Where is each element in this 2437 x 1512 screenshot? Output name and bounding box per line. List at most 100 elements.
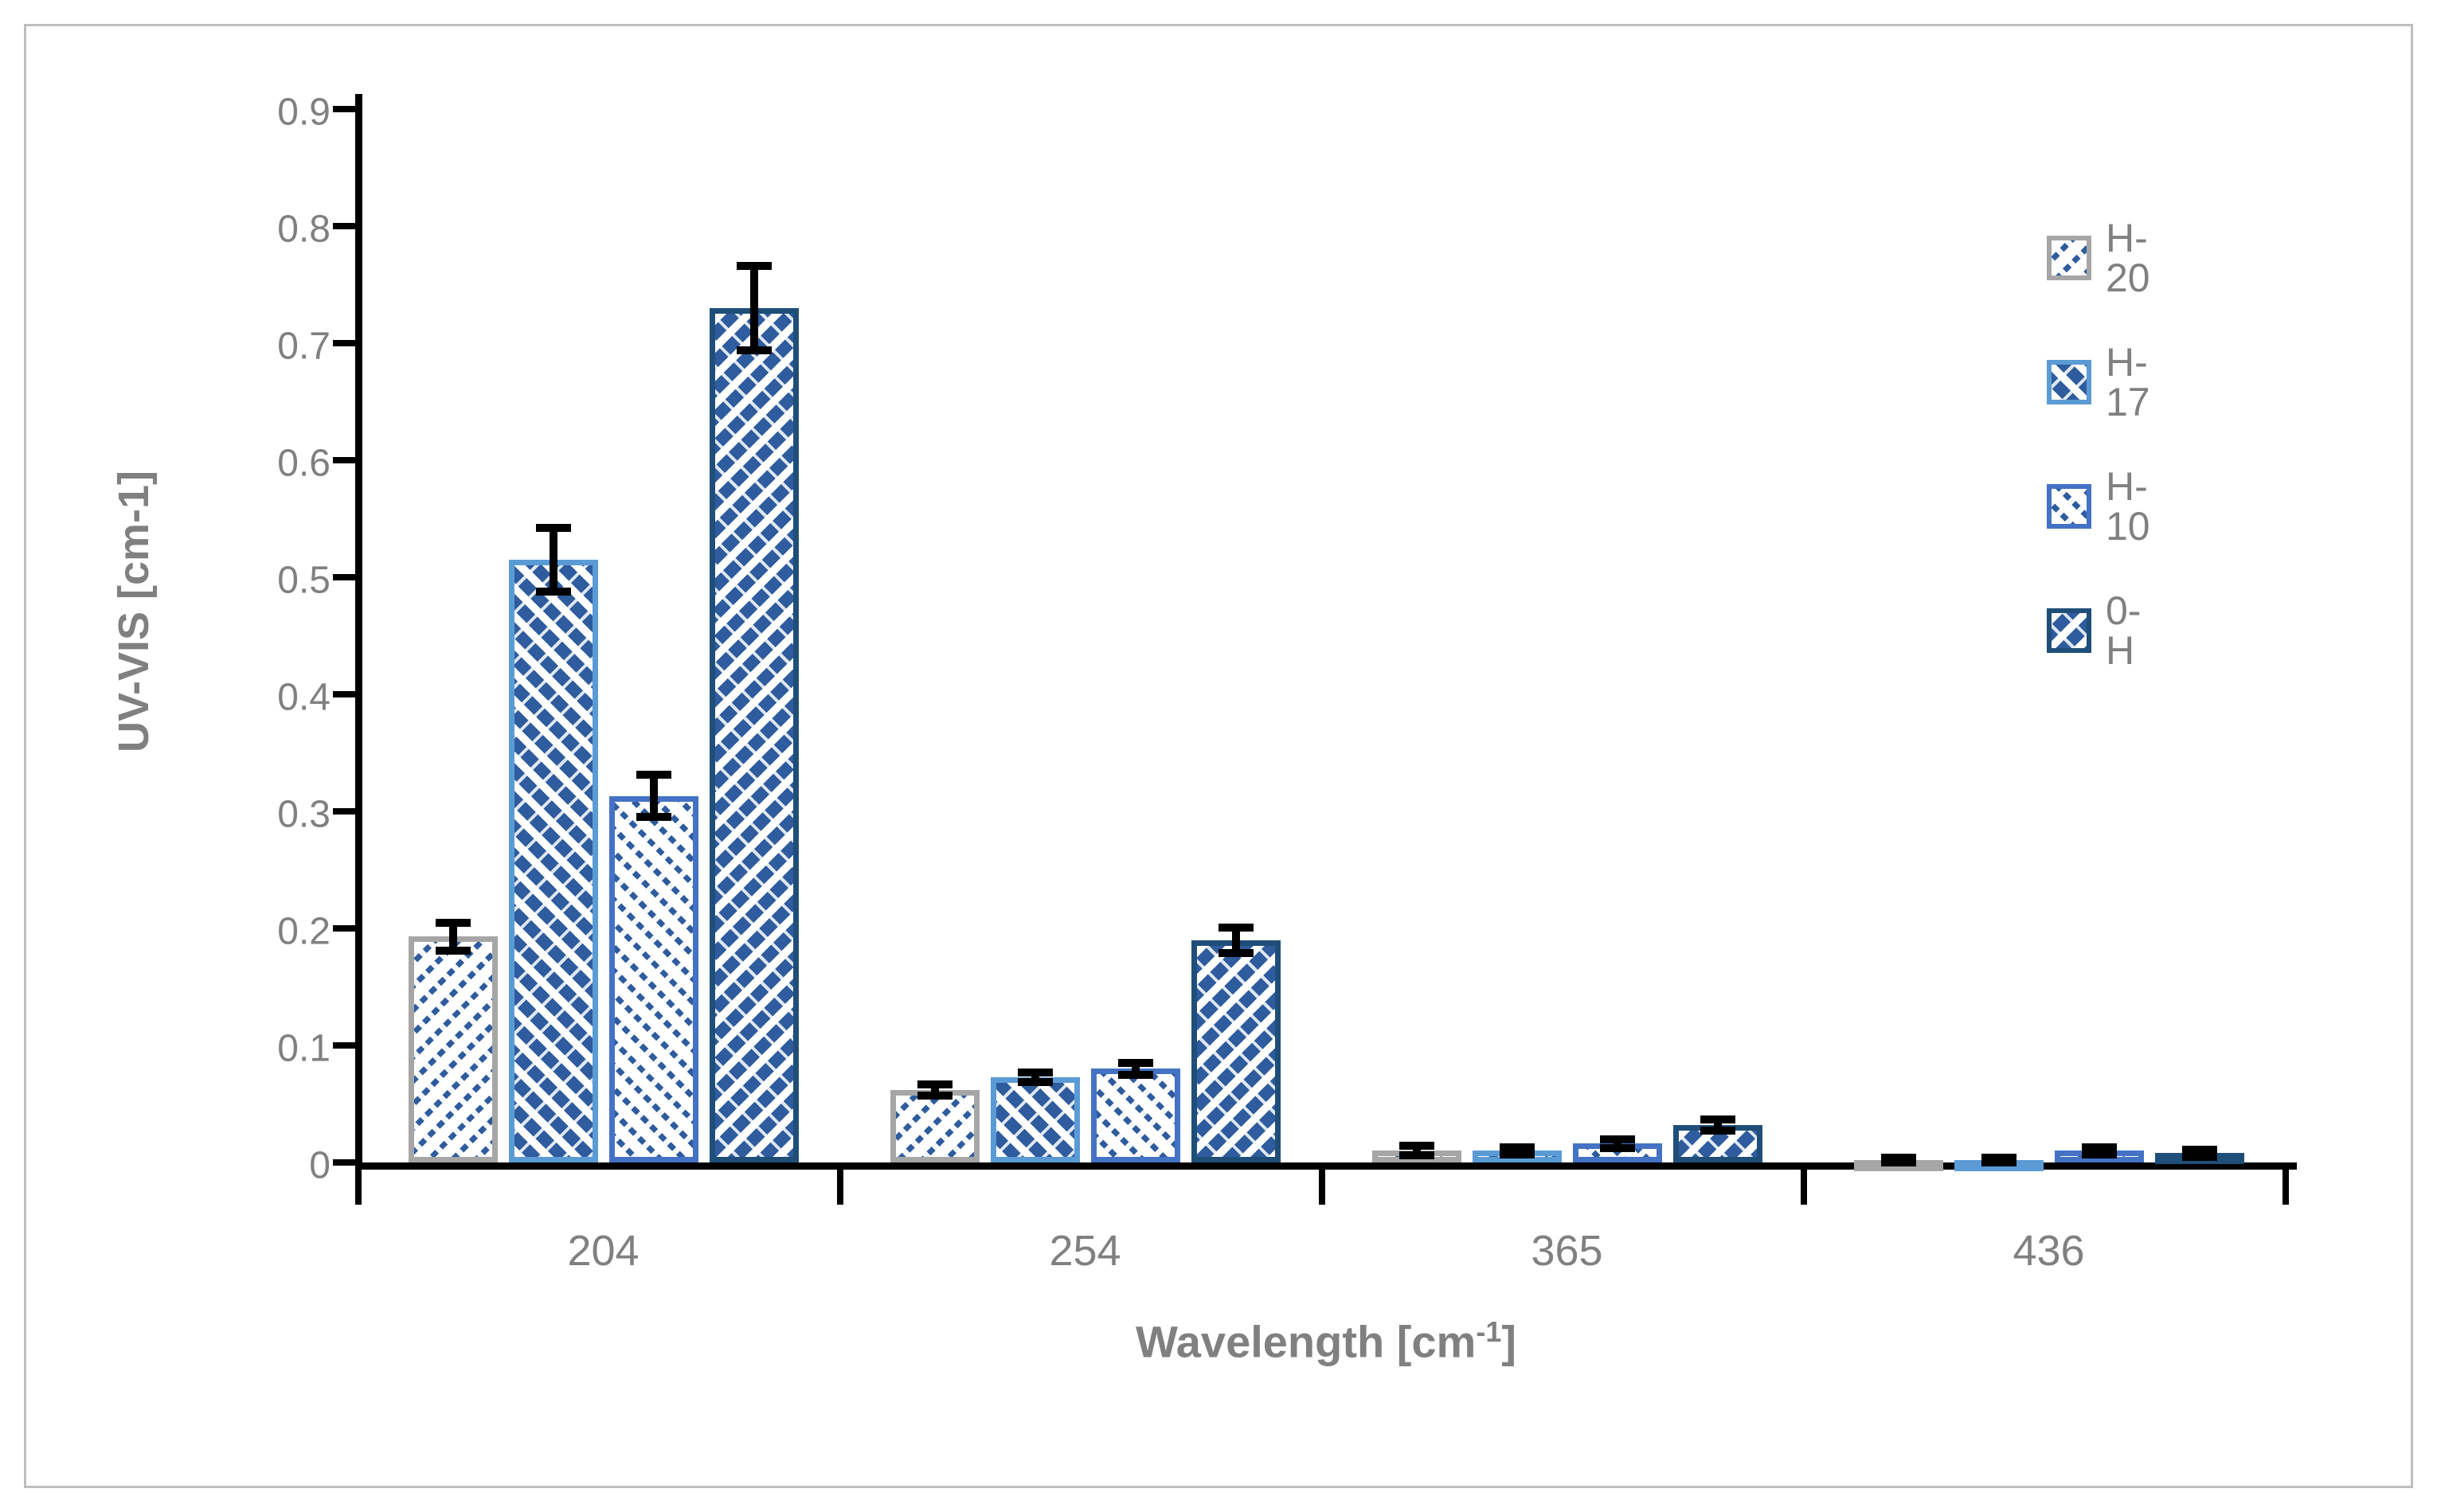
error-bar-line	[749, 265, 758, 350]
error-bar-cap-bottom	[1599, 1144, 1635, 1153]
y-axis-tick-label: 0.7	[277, 325, 331, 368]
x-axis-title-sup: -1	[1476, 1315, 1502, 1348]
error-bar-cap-bottom	[636, 813, 671, 822]
error-bar-cap-top	[1981, 1154, 2016, 1162]
x-axis-title-close: ]	[1501, 1316, 1516, 1367]
y-axis-tick-label: 0.3	[277, 793, 331, 836]
error-bar-cap-top	[636, 771, 671, 779]
x-axis-category-label: 254	[1049, 1227, 1121, 1275]
x-axis-title-text: Wavelength [cm	[1136, 1316, 1477, 1367]
bar-H-20-254	[890, 1090, 980, 1162]
y-axis-title: UV-VIS [cm-1]	[110, 470, 158, 753]
error-bar-cap-top	[1398, 1142, 1434, 1151]
y-axis-tick-label: 0.6	[277, 442, 331, 485]
error-bar-cap-top	[1700, 1115, 1735, 1123]
y-axis-tick	[333, 106, 355, 112]
bar-H-17-254	[990, 1077, 1080, 1162]
y-axis-tick-label: 0.2	[277, 910, 331, 953]
legend-label: 0-H	[2106, 588, 2142, 673]
error-bar-cap-bottom	[1117, 1070, 1153, 1079]
figure-border	[24, 24, 2413, 1488]
y-axis-tick-label: 0.9	[277, 91, 331, 134]
bar-H-10-204	[608, 796, 698, 1162]
x-axis-tick	[1319, 1170, 1325, 1205]
bar-0-H-254	[1191, 940, 1281, 1162]
legend-item-H-20: H-20	[2047, 218, 2150, 298]
error-bar-cap-bottom	[535, 587, 571, 596]
error-bar-cap-bottom	[2181, 1152, 2217, 1161]
legend-label: H-20	[2106, 216, 2150, 300]
x-axis-category-label: 204	[567, 1227, 640, 1275]
error-bar-cap-top	[1880, 1154, 1916, 1162]
x-axis-tick	[2282, 1170, 2289, 1205]
y-axis-tick	[333, 691, 355, 697]
y-axis-line	[355, 94, 362, 1170]
legend-label: H-17	[2106, 340, 2150, 424]
y-axis-tick	[333, 457, 355, 463]
error-bar-cap-bottom	[435, 946, 471, 955]
x-axis-title: Wavelength [cm-1]	[1136, 1315, 1516, 1368]
error-bar-line	[1713, 1119, 1722, 1131]
error-bar-line	[448, 922, 457, 951]
x-axis-category-label: 365	[1531, 1227, 1603, 1275]
error-bar-line	[1613, 1139, 1621, 1149]
y-axis-tick	[333, 574, 355, 580]
error-bar-cap-bottom	[1499, 1150, 1535, 1158]
bar-H-17-204	[508, 560, 598, 1162]
error-bar-cap-top	[535, 524, 571, 533]
y-axis-tick-label: 0.8	[277, 208, 331, 251]
legend-label: H-10	[2106, 464, 2150, 549]
error-bar-line	[1031, 1072, 1039, 1082]
y-axis-tick	[333, 340, 355, 346]
x-axis-tick	[355, 1170, 362, 1205]
legend-item-H-17: H-17	[2047, 342, 2150, 422]
error-bar-cap-bottom	[2081, 1150, 2117, 1158]
error-bar-cap-bottom	[1981, 1158, 2016, 1166]
error-bar-cap-bottom	[736, 346, 772, 354]
error-bar-line	[549, 528, 557, 592]
error-bar-cap-top	[917, 1080, 953, 1088]
error-bar-cap-bottom	[1880, 1158, 1916, 1166]
x-axis-tick	[1801, 1170, 1807, 1205]
legend-item-0-H: 0-H	[2047, 591, 2141, 670]
y-axis-tick	[333, 808, 355, 815]
error-bar-cap-bottom	[1218, 948, 1254, 957]
legend-swatch-icon	[2047, 608, 2091, 653]
error-bar-cap-bottom	[1398, 1151, 1434, 1160]
y-axis-tick-label: 0.5	[277, 559, 331, 602]
y-axis-tick-label: 0	[309, 1144, 331, 1187]
error-bar-cap-top	[1499, 1143, 1535, 1151]
y-axis-tick	[333, 1159, 355, 1166]
y-axis-tick	[333, 925, 355, 932]
error-bar-cap-top	[736, 261, 772, 270]
bar-0-H-204	[709, 308, 799, 1162]
error-bar-cap-bottom	[1017, 1077, 1053, 1086]
error-bar-cap-top	[1117, 1059, 1153, 1068]
error-bar-line	[649, 775, 658, 818]
error-bar-cap-bottom	[1700, 1127, 1735, 1135]
error-bar-cap-top	[435, 918, 471, 927]
error-bar-cap-bottom	[917, 1092, 953, 1100]
x-axis-line	[355, 1162, 2297, 1170]
error-bar-line	[1131, 1063, 1140, 1075]
x-axis-tick	[837, 1170, 843, 1205]
y-axis-tick-label: 0.4	[277, 676, 331, 719]
legend-item-H-10: H-10	[2047, 467, 2150, 546]
error-bar-line	[1412, 1146, 1421, 1156]
error-bar-line	[1231, 927, 1240, 953]
error-bar-cap-top	[1218, 923, 1254, 932]
error-bar-line	[930, 1084, 939, 1096]
error-bar-cap-top	[1599, 1135, 1635, 1143]
legend-swatch-icon	[2047, 484, 2091, 529]
y-axis-tick	[333, 1042, 355, 1049]
y-axis-tick	[333, 223, 355, 229]
y-axis-tick-label: 0.1	[277, 1027, 331, 1070]
error-bar-cap-top	[2181, 1145, 2217, 1154]
x-axis-category-label: 436	[2013, 1227, 2085, 1275]
legend-swatch-icon	[2047, 236, 2091, 280]
bar-H-10-254	[1090, 1069, 1180, 1162]
error-bar-cap-top	[2081, 1143, 2117, 1151]
legend-swatch-icon	[2047, 360, 2091, 404]
bar-H-20-204	[408, 936, 498, 1162]
